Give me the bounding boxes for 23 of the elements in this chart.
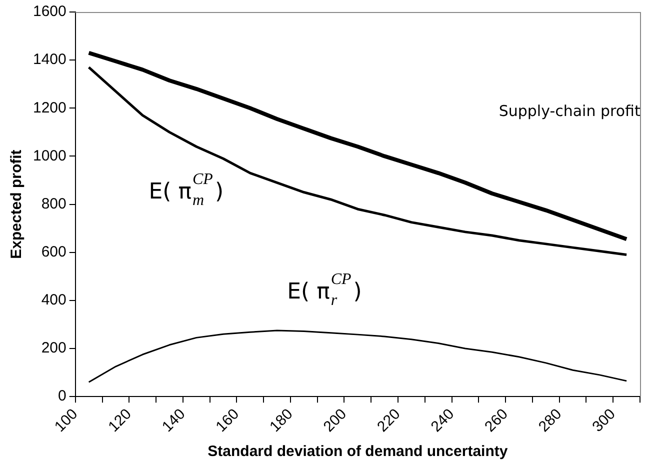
y-axis-title: Expected profit — [8, 150, 26, 259]
y-tick-label: 600 — [41, 244, 66, 260]
x-tick-label: 280 — [535, 406, 566, 436]
x-tick-label: 300 — [589, 406, 619, 436]
y-tick-label: 400 — [41, 292, 66, 309]
x-tick-label: 160 — [212, 406, 242, 436]
y-tick-label: 800 — [41, 195, 66, 212]
x-axis-title: Standard deviation of demand uncertainty — [208, 443, 508, 460]
y-tick-label: 1200 — [32, 99, 66, 116]
x-tick-label: 100 — [51, 406, 82, 436]
x-tick-label: 180 — [266, 406, 296, 436]
y-tick-label: 0 — [58, 388, 66, 405]
y-tick-label: 200 — [41, 340, 66, 357]
x-tick-label: 140 — [158, 406, 189, 436]
y-tick-label: 1000 — [32, 147, 66, 164]
x-tick-label: 200 — [320, 406, 350, 436]
x-tick-label: 220 — [374, 406, 404, 436]
annotation: Supply-chain profit — [498, 102, 640, 120]
y-tick-label: 1600 — [32, 3, 66, 20]
x-tick-label: 240 — [428, 406, 458, 436]
x-tick-label: 260 — [482, 406, 512, 436]
x-tick-label: 120 — [105, 406, 135, 436]
y-tick-label: 1400 — [32, 51, 66, 68]
